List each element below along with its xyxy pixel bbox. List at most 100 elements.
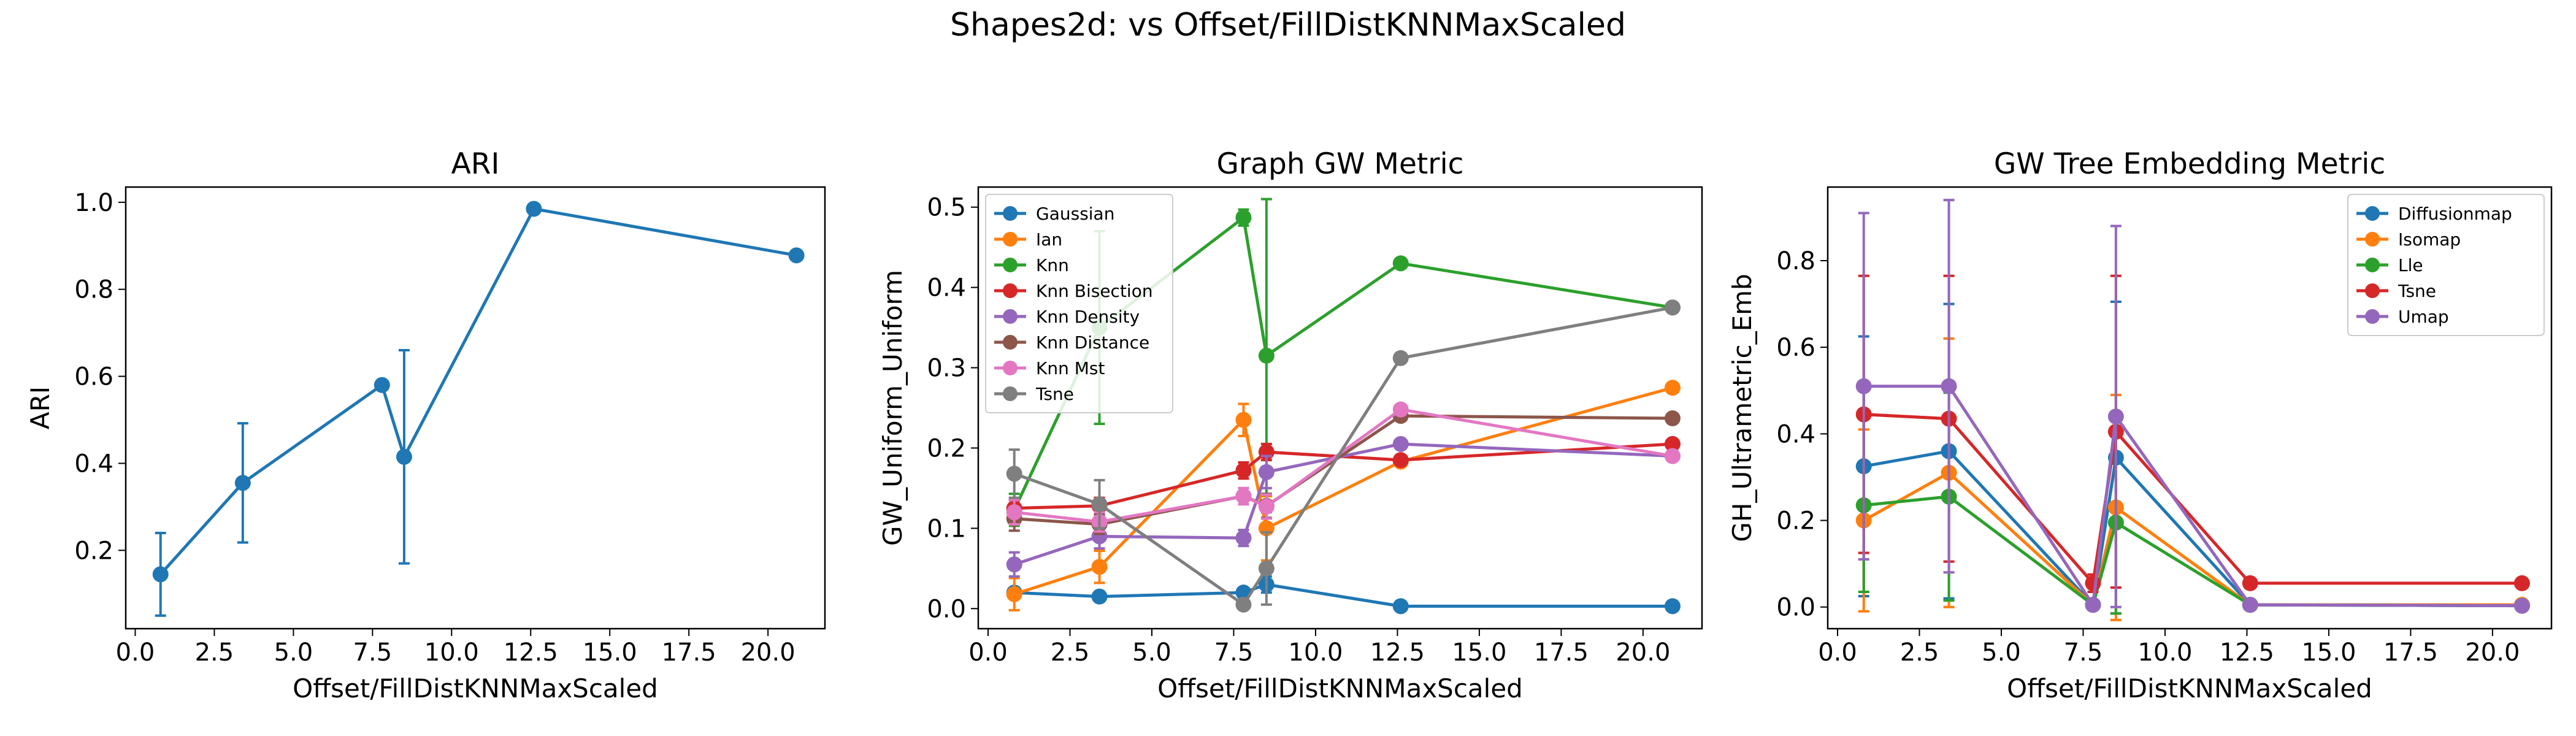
series-line [159, 207, 797, 576]
chart-title: ARI [451, 147, 500, 181]
x-tick-label: 12.5 [504, 638, 558, 667]
data-point [1091, 496, 1108, 513]
data-point [2242, 575, 2258, 591]
y-tick-label: 0.5 [927, 194, 966, 222]
legend-swatch-marker [1003, 335, 1018, 350]
axes-frame [977, 186, 1703, 630]
legend-label: Umap [2398, 307, 2449, 327]
data-point [1235, 596, 1252, 613]
data-point [1091, 559, 1108, 575]
data-point [526, 201, 542, 217]
legend-swatch-marker [2365, 283, 2380, 298]
x-tick-label: 7.5 [353, 638, 393, 667]
legend-swatch-marker [1003, 206, 1018, 221]
legend-swatch-marker [2365, 258, 2380, 272]
data-point [788, 247, 805, 264]
y-tick-label: 0.4 [1776, 420, 1815, 448]
x-tick-label: 20.0 [2465, 638, 2520, 667]
y-tick-label: 0.1 [927, 515, 966, 543]
data-point [1006, 466, 1022, 482]
chart-title: Graph GW Metric [1216, 147, 1463, 181]
x-tick-label: 12.5 [2220, 638, 2274, 667]
y-tick-label: 0.8 [74, 276, 113, 304]
x-tick-label: 0.0 [116, 638, 155, 667]
data-point [1664, 598, 1681, 615]
legend-swatch-marker [1003, 309, 1018, 324]
data-point [1235, 412, 1252, 428]
legend: Gaussian Ian Knn Knn Bisection Knn Density Kn… [985, 194, 1173, 413]
data-point [2513, 597, 2530, 614]
data-point [1006, 504, 1022, 521]
data-point [1941, 378, 1957, 394]
legend-swatch-marker [1003, 258, 1018, 272]
data-point [1664, 299, 1681, 316]
x-tick-label: 20.0 [1616, 638, 1670, 667]
series-line [1013, 305, 1673, 607]
legend-swatch-marker [1003, 283, 1018, 298]
data-point [1392, 401, 1409, 418]
data-point [234, 475, 251, 491]
legend-label: Knn Density [1036, 307, 1140, 327]
x-axis-label: Offset/FillDistKNNMaxScaled [1157, 673, 1523, 703]
data-point [152, 566, 169, 583]
data-point [2513, 575, 2530, 591]
legend-label: Knn [1036, 255, 1069, 275]
x-tick-label: 2.5 [195, 638, 234, 667]
x-tick-label: 12.5 [1370, 638, 1425, 667]
y-axis-label: GH_Ultrametric_Emb [1727, 274, 1757, 542]
data-point [374, 377, 390, 393]
data-point [1258, 499, 1275, 515]
axes-frame [125, 186, 826, 630]
data-point [2085, 575, 2101, 591]
y-axis-label: GW_Uniform_Uniform [878, 270, 908, 546]
data-point [1006, 556, 1022, 573]
y-tick-label: 0.4 [927, 274, 966, 302]
data-point [1664, 410, 1681, 427]
legend-label: Lle [2398, 255, 2423, 275]
x-tick-label: 7.5 [2064, 638, 2103, 667]
legend-frame [2347, 194, 2545, 336]
y-tick-label: 0.2 [1776, 507, 1815, 535]
x-tick-label: 0.0 [968, 638, 1008, 667]
y-tick-label: 0.8 [1776, 247, 1815, 275]
y-tick-label: 0.4 [74, 450, 113, 478]
legend-frame [985, 194, 1173, 413]
series-1 [152, 201, 805, 617]
x-tick-label: 5.0 [274, 638, 313, 667]
data-point [1258, 560, 1275, 577]
legend-swatch-marker [2365, 232, 2380, 247]
chart-panel-2: Graph GW Metric 0.0 2.5 5.0 7.5 10.0 12.5 15.0 1… [878, 147, 1703, 703]
chart-title: GW Tree Embedding Metric [1994, 147, 2385, 181]
y-tick-label: 0.0 [927, 595, 966, 623]
x-tick-label: 5.0 [1132, 638, 1171, 667]
series-line [1014, 408, 1673, 524]
series-line [1013, 386, 1673, 596]
legend: Diffusionmap Isomap Lle Tsne Umap [2347, 194, 2545, 336]
y-tick-label: 0.0 [1776, 594, 1815, 622]
x-tick-label: 15.0 [583, 638, 637, 667]
data-point [396, 448, 412, 465]
x-tick-label: 10.0 [1288, 638, 1343, 667]
legend-label: Knn Distance [1036, 332, 1149, 353]
data-point [1258, 464, 1275, 480]
data-point [1392, 255, 1409, 272]
legend-label: Tsne [2398, 281, 2436, 301]
x-tick-label: 5.0 [1982, 638, 2021, 667]
series-line [1014, 442, 1673, 510]
x-tick-label: 2.5 [1900, 638, 1939, 667]
x-axis-label: Offset/FillDistKNNMaxScaled [2007, 673, 2372, 703]
y-tick-label: 0.6 [74, 363, 113, 391]
y-tick-label: 0.6 [1776, 334, 1815, 362]
panels: ARI 0.0 2.5 5.0 7.5 10.0 12.5 15.0 17.5 20.0 0.2 0.… [25, 147, 2553, 703]
x-tick-label: 17.5 [662, 638, 716, 667]
legend-swatch-marker [1003, 361, 1018, 375]
series-tsne [1006, 299, 1681, 613]
data-point [2242, 597, 2258, 613]
x-tick-label: 10.0 [2137, 638, 2192, 667]
x-tick-label: 2.5 [1051, 638, 1090, 667]
y-tick-label: 1.0 [74, 189, 113, 217]
x-tick-label: 20.0 [741, 638, 795, 667]
legend-swatch-marker [1003, 386, 1018, 401]
